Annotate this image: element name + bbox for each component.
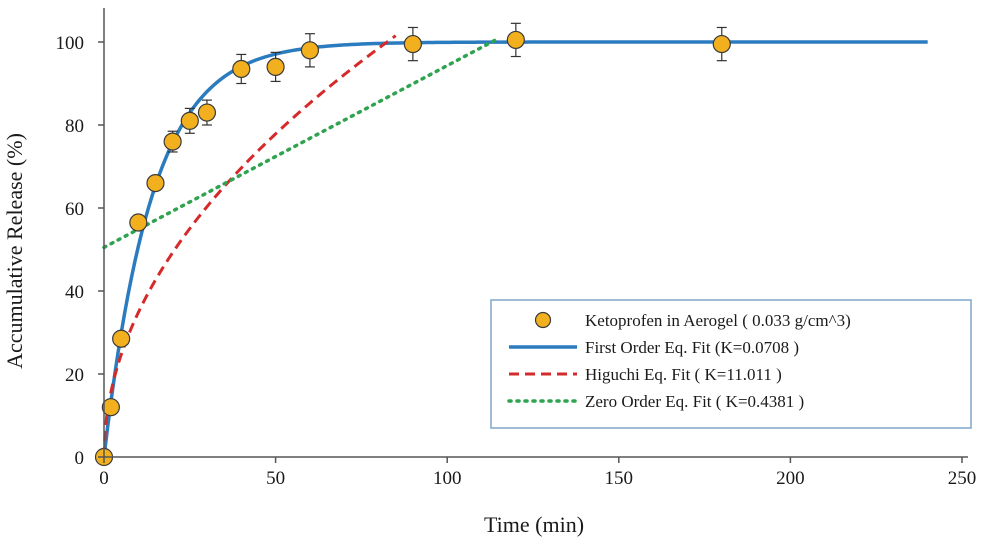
legend-box [490, 299, 972, 429]
legend-label: First Order Eq. Fit (K=0.0708 ) [585, 338, 799, 357]
legend-item: Zero Order Eq. Fit ( K=0.4381 ) [507, 392, 804, 411]
x-tick-label: 250 [948, 468, 977, 489]
y-tick-label: 100 [56, 33, 85, 54]
legend-label: Ketoprofen in Aerogel ( 0.033 g/cm^3) [585, 311, 851, 330]
y-tick-label: 0 [75, 448, 85, 469]
data-point [101, 398, 120, 417]
x-tick-label: 0 [99, 468, 109, 489]
y-axis-title: Accumulative Release (%) [2, 133, 27, 369]
data-point [266, 57, 285, 77]
error-bars [167, 22, 727, 153]
x-tick-label: 150 [605, 468, 634, 489]
data-points [94, 30, 731, 467]
data-point [232, 59, 251, 79]
data-point [146, 174, 165, 193]
data-point [197, 103, 217, 122]
y-tick-label: 80 [65, 116, 84, 137]
data-point [712, 34, 731, 54]
y-ticks: 0 20 40 60 80 100 [56, 33, 104, 469]
legend-label: Zero Order Eq. Fit ( K=0.4381 ) [585, 392, 804, 411]
data-point [300, 41, 320, 60]
legend-marker [534, 311, 552, 329]
y-tick-label: 40 [65, 282, 84, 303]
data-point [180, 111, 199, 130]
data-point [163, 132, 182, 151]
data-point [112, 329, 131, 348]
x-axis-title: Time (min) [484, 512, 584, 537]
x-ticks: 0 50 100 150 200 250 [99, 457, 976, 489]
x-tick-label: 50 [266, 468, 285, 489]
x-tick-label: 200 [776, 468, 805, 489]
legend: Ketoprofen in Aerogel ( 0.033 g/cm^3) Fir… [490, 299, 972, 429]
legend-item: First Order Eq. Fit (K=0.0708 ) [509, 338, 799, 357]
y-tick-label: 20 [65, 365, 84, 386]
axes: 0 50 100 150 200 250 0 20 40 60 80 100 [56, 8, 976, 489]
legend-item: Ketoprofen in Aerogel ( 0.033 g/cm^3) [534, 311, 851, 330]
zero-order-fit-line [102, 36, 501, 250]
y-tick-label: 60 [65, 199, 84, 220]
data-point [403, 34, 422, 54]
legend-label: Higuchi Eq. Fit ( K=11.011 ) [585, 365, 782, 384]
data-point [129, 213, 148, 232]
data-point [506, 30, 525, 50]
x-tick-label: 100 [433, 468, 462, 489]
legend-item: Higuchi Eq. Fit ( K=11.011 ) [509, 365, 782, 384]
higuchi-fit-line [102, 34, 397, 458]
